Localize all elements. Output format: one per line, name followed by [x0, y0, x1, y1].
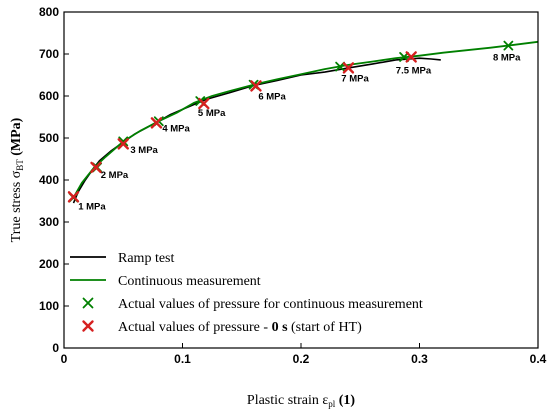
ramp-test-line: [72, 57, 441, 204]
red-marker-6-stroke-b: [250, 80, 262, 92]
red-marker-6: [250, 80, 262, 92]
legend-item-3: Actual values of pressure for continuous…: [82, 297, 423, 312]
legend-marker-swatch-4-stroke-b: [82, 320, 94, 332]
legend-label-3: Actual values of pressure for continuous…: [118, 297, 423, 312]
legend-marker-swatch-4: [82, 320, 94, 332]
green-marker-9-stroke-b: [503, 40, 514, 51]
y-tick-label-8: 700: [39, 47, 59, 61]
y-tick-label-3: 200: [39, 257, 59, 271]
pressure-label-1: 1 MPa: [78, 201, 106, 212]
legend-label-1: Ramp test: [118, 251, 174, 266]
y-tick-label-2: 100: [39, 299, 59, 313]
green-marker-3-stroke-b: [118, 136, 129, 147]
legend-label-4-part-3: (start of HT): [288, 320, 363, 335]
legend-label-2: Continuous measurement: [118, 274, 261, 289]
legend-marker-swatch-3: [82, 297, 94, 309]
y-tick-label-5: 400: [39, 173, 59, 187]
y-tick-label-4: 300: [39, 215, 59, 229]
legend-label-4: Actual values of pressure - 0 s (start o…: [118, 320, 362, 335]
x-axis-title-subscript: pl: [328, 399, 336, 409]
continuous-measurement-line: [72, 40, 539, 199]
green-marker-9: [503, 40, 514, 51]
pressure-label-4: 4 MPa: [162, 124, 190, 135]
x-axis-title-main: Plastic strain ε: [247, 393, 328, 408]
legend-item-4: Actual values of pressure - 0 s (start o…: [82, 320, 362, 335]
y-axis-title: True stress σBT (MPa): [9, 117, 25, 242]
legend: Ramp test Continuous measurement Actual va…: [70, 251, 423, 335]
red-marker-4-stroke-b: [150, 117, 163, 129]
x-tick-label-5: 0.4: [530, 352, 547, 366]
y-tick-label-6: 500: [39, 131, 59, 145]
red-marker-2-stroke-b: [90, 161, 102, 174]
y-tick-label-9: 800: [39, 5, 59, 19]
pressure-label-8: 7.5 MPa: [396, 66, 432, 77]
red-marker-5: [198, 97, 210, 110]
y-tick-label-1: 0: [52, 341, 59, 355]
red-marker-4: [150, 117, 163, 129]
legend-item-1: Ramp test: [70, 251, 174, 266]
plot-area: 1 MPa 2 MPa 3 MPa 4 MPa 5 MPa 6 MPa 7 MPa 7.5 M…: [67, 40, 539, 212]
red-marker-1: [67, 191, 80, 203]
pressure-label-2: 2 MPa: [101, 170, 129, 181]
pressure-label-7: 7 MPa: [341, 74, 369, 85]
green-marker-7: [335, 61, 346, 72]
x-tick-label-4: 0.3: [411, 352, 428, 366]
legend-label-4-part-2: 0 s: [272, 320, 289, 335]
legend-label-4-part-1: Actual values of pressure -: [118, 320, 272, 335]
x-tick-label-2: 0.1: [174, 352, 191, 366]
green-marker-7-stroke-b: [335, 61, 346, 72]
x-axis-title-unit: (1): [335, 393, 355, 408]
y-axis-title-main: True stress σ: [9, 170, 24, 242]
green-marker-8: [399, 52, 409, 62]
x-tick-label-3: 0.2: [293, 352, 310, 366]
pressure-label-3: 3 MPa: [130, 145, 158, 156]
x-axis-title: Plastic strain εpl (1): [247, 393, 356, 409]
pressure-label-6: 6 MPa: [258, 91, 286, 102]
axes: 0 0.1 0.2 0.3 0.4 0 100 200 300 400 500 600 700 800 Pl…: [9, 5, 547, 409]
red-marker-1-stroke-b: [67, 191, 80, 203]
red-marker-8-stroke-b: [405, 51, 417, 63]
pressure-label-5: 5 MPa: [198, 108, 226, 119]
red-marker-7: [342, 62, 355, 74]
red-marker-3-stroke-b: [117, 138, 129, 150]
x-tick-label-1: 0: [61, 352, 68, 366]
red-marker-2: [90, 161, 102, 174]
red-marker-3: [117, 138, 129, 150]
legend-item-2: Continuous measurement: [70, 274, 261, 289]
y-axis-title-unit: (MPa): [9, 117, 24, 159]
y-axis-title-subscript: BT: [15, 159, 25, 171]
red-marker-8: [405, 51, 417, 63]
legend-marker-swatch-3-stroke-b: [82, 297, 94, 309]
y-tick-label-7: 600: [39, 89, 59, 103]
red-marker-5-stroke-b: [198, 97, 210, 110]
red-marker-7-stroke-b: [342, 62, 355, 74]
pressure-label-9: 8 MPa: [493, 52, 521, 63]
green-marker-3: [118, 136, 129, 147]
green-marker-8-stroke-b: [399, 52, 409, 62]
